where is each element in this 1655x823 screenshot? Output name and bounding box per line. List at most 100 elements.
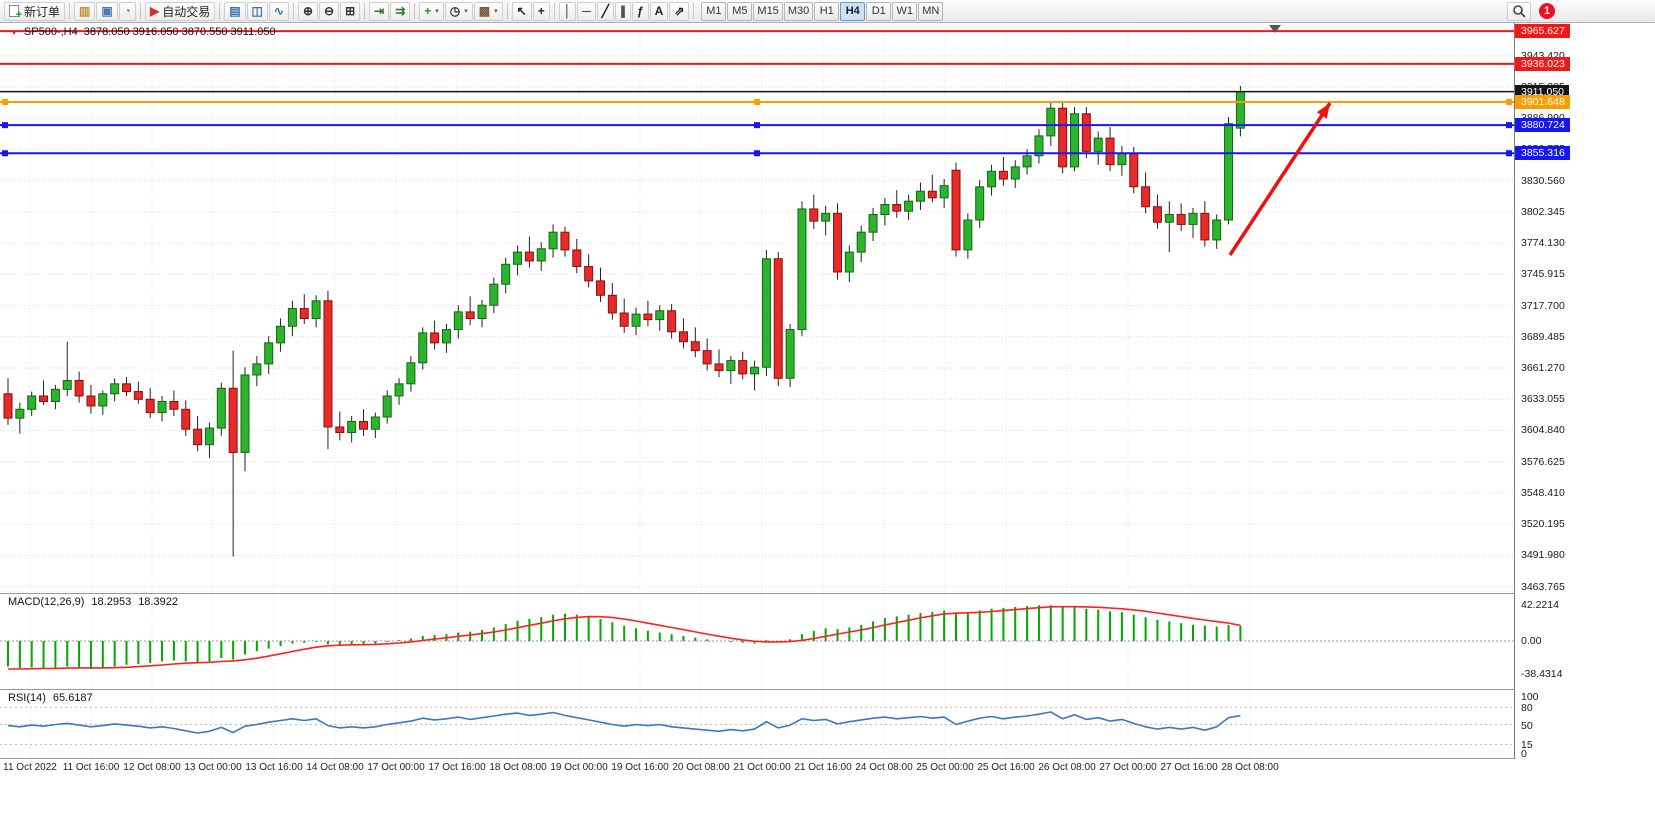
fibonacci-icon: ƒ xyxy=(636,4,644,18)
line-handle[interactable] xyxy=(1506,98,1512,105)
toolbar: 新订单▥▣◔▶自动交易▤◫∿⊕⊖⊞⇥⇉+▾◷▾▩▾↖+│─╱∥ƒA⇗ M1M5M… xyxy=(0,0,1655,23)
price-tick-label: 3463.765 xyxy=(1521,580,1565,593)
candle-body xyxy=(738,360,748,375)
line-handle[interactable] xyxy=(2,122,8,129)
candle-body xyxy=(465,311,475,320)
candle-body xyxy=(228,387,238,453)
macd-panel[interactable] xyxy=(0,594,1514,689)
time-axis-label: 25 Oct 00:00 xyxy=(916,762,974,773)
timeframe-d1-button[interactable]: D1 xyxy=(866,1,892,21)
timeframe-h4-button[interactable]: H4 xyxy=(840,1,866,21)
periods-button[interactable]: ◷ ▾ xyxy=(444,1,473,21)
notification-badge[interactable]: 1 xyxy=(1539,3,1555,19)
strategy-tester-button[interactable]: ◔ xyxy=(118,1,136,21)
candle-body xyxy=(596,280,605,296)
new-order-button[interactable]: 新订单 xyxy=(4,1,66,21)
zoom-in-button[interactable]: ⊕ xyxy=(297,1,319,21)
timeframe-m5-button[interactable]: M5 xyxy=(727,1,753,21)
main-chart[interactable] xyxy=(0,23,1514,593)
time-axis-label: 17 Oct 00:00 xyxy=(367,762,425,773)
candle-body xyxy=(631,313,641,327)
crosshair-button[interactable]: + xyxy=(532,1,550,21)
line-handle[interactable] xyxy=(754,122,760,129)
candle-body xyxy=(252,363,262,376)
time-axis-label: 13 Oct 16:00 xyxy=(245,762,303,773)
macd-name: MACD(12,26,9) xyxy=(8,596,85,608)
candle-body xyxy=(785,329,795,379)
candle-body xyxy=(1224,123,1234,221)
line-handle[interactable] xyxy=(754,150,760,157)
macd-signal-line xyxy=(8,605,1241,670)
auto-scroll-button[interactable]: ⇥ xyxy=(369,1,390,21)
timeframe-m15-button[interactable]: M15 xyxy=(753,1,783,21)
templates-button[interactable]: ▩ ▾ xyxy=(473,1,503,21)
time-axis-label: 27 Oct 00:00 xyxy=(1099,762,1157,773)
price-tick-label: 3520.195 xyxy=(1521,518,1565,531)
time-axis-label: 13 Oct 00:00 xyxy=(184,762,242,773)
trend-arrow-head[interactable] xyxy=(1316,103,1330,119)
data-window-button[interactable]: ▣ xyxy=(96,1,118,21)
line-handle[interactable] xyxy=(1506,150,1512,157)
candle-body xyxy=(513,251,523,265)
equidistant-channel-button[interactable]: ∥ xyxy=(614,1,631,21)
timeframe-w1-button[interactable]: W1 xyxy=(892,1,918,21)
candlestick-chart-button[interactable]: ◫ xyxy=(246,1,268,21)
line-handle[interactable] xyxy=(1506,122,1512,129)
line-handle[interactable] xyxy=(2,150,8,157)
panel-separator xyxy=(0,758,1655,759)
candle-body xyxy=(50,388,60,403)
periods-icon: ◷ xyxy=(449,4,461,18)
candle-body xyxy=(714,363,724,372)
line-handle[interactable] xyxy=(2,98,8,105)
line-chart-button[interactable]: ∿ xyxy=(268,1,289,21)
chart-shift-button[interactable]: ⇉ xyxy=(390,1,411,21)
trendline-button[interactable]: ╱ xyxy=(596,1,614,21)
toolbar-separator xyxy=(364,3,366,19)
line-chart-icon: ∿ xyxy=(273,4,284,18)
autotrading-button[interactable]: ▶ 自动交易 xyxy=(144,1,216,21)
text-label-button[interactable]: A xyxy=(649,1,669,21)
candle-body xyxy=(489,283,499,306)
candle-body xyxy=(927,190,937,199)
candle-body xyxy=(86,395,96,407)
candle-body xyxy=(98,393,108,407)
panel-separator[interactable] xyxy=(0,689,1655,690)
price-axis[interactable]: 3943.4203915.2053886.9903858.7753830.560… xyxy=(1514,23,1655,760)
zoom-out-button[interactable]: ⊖ xyxy=(319,1,340,21)
candle-body xyxy=(1046,107,1056,137)
indicators-button[interactable]: + ▾ xyxy=(419,1,444,21)
fibonacci-button[interactable]: ƒ xyxy=(631,1,649,21)
search-button[interactable] xyxy=(1507,1,1531,21)
rsi-panel[interactable] xyxy=(0,690,1514,758)
time-axis[interactable]: 11 Oct 2022 11 Oct 16:00 12 Oct 08:00 13 Oc… xyxy=(0,760,1514,780)
tile-windows-button[interactable]: ⊞ xyxy=(340,1,361,21)
cursor-button[interactable]: ↖ xyxy=(511,1,532,21)
bars-chart-button[interactable]: ▤ xyxy=(224,1,246,21)
vertical-line-button[interactable]: │ xyxy=(558,1,577,21)
panel-separator[interactable] xyxy=(0,593,1655,594)
line-handle[interactable] xyxy=(754,98,760,105)
timeframe-m1-button[interactable]: M1 xyxy=(701,1,727,21)
macd-value-signal: 18.3922 xyxy=(138,596,178,608)
candle-body xyxy=(773,258,783,379)
candle-body xyxy=(987,170,997,188)
candle-body xyxy=(1105,137,1115,166)
timeframe-toolbar: M1 M5 M15 M30 H1 H4 D1 W1 MN xyxy=(701,1,944,21)
market-watch-button[interactable]: ▥ xyxy=(74,1,96,21)
time-axis-label: 20 Oct 08:00 xyxy=(672,762,730,773)
timeframe-m30-button[interactable]: M30 xyxy=(783,1,814,21)
candle-body xyxy=(1176,213,1186,225)
candle-body xyxy=(963,219,973,251)
candle-body xyxy=(915,190,925,202)
dropdown-caret-icon: ▾ xyxy=(464,8,468,15)
horizontal-line-button[interactable]: ─ xyxy=(577,1,596,21)
crosshair-icon: + xyxy=(537,4,545,18)
arrows-object-button[interactable]: ⇗ xyxy=(669,1,690,21)
chart-symbol-period: SP500-,H4 xyxy=(23,26,78,38)
candlestick-chart-icon: ◫ xyxy=(251,4,263,18)
timeframe-mn-button[interactable]: MN xyxy=(918,1,944,21)
timeframe-h1-button[interactable]: H1 xyxy=(814,1,840,21)
time-axis-label: 19 Oct 00:00 xyxy=(550,762,608,773)
candle-body xyxy=(264,342,274,365)
trend-arrow-line[interactable] xyxy=(1228,102,1332,256)
